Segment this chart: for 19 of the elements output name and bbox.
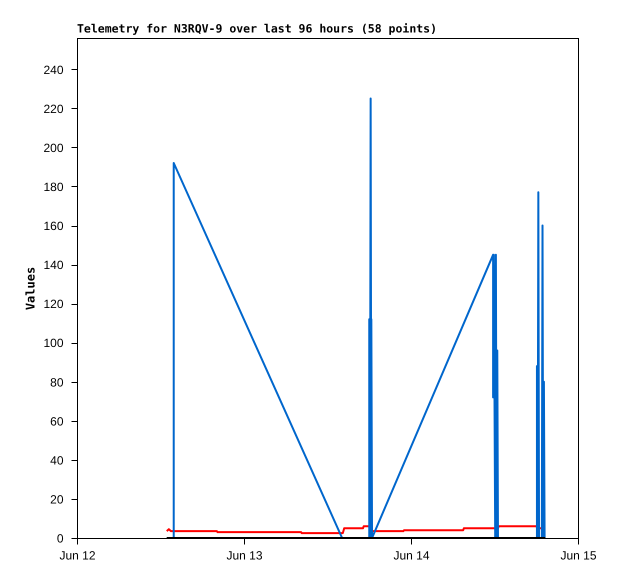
- y-tick-label: 180: [43, 180, 64, 194]
- y-tick-label: 60: [50, 414, 64, 428]
- y-tick-label: 160: [43, 219, 64, 233]
- y-tick-label: 120: [43, 297, 64, 312]
- x-tick-label: Jun 13: [226, 548, 263, 562]
- y-tick-label: 100: [43, 336, 64, 350]
- chart-title: Telemetry for N3RQV-9 over last 96 hours (58 points): [77, 22, 438, 36]
- y-tick-label: 140: [43, 258, 64, 272]
- y-tick-label: 20: [50, 492, 64, 506]
- y-tick-label: 240: [43, 62, 64, 77]
- x-tick-label: Jun 12: [59, 548, 96, 562]
- x-tick-label: Jun 14: [393, 548, 430, 562]
- y-tick-label: 0: [56, 532, 64, 546]
- y-axis-title: Values: [23, 266, 38, 310]
- y-tick-label: 220: [43, 102, 64, 116]
- y-tick-label: 40: [50, 453, 64, 468]
- y-tick-label: 80: [50, 375, 64, 390]
- x-tick-label: Jun 15: [560, 548, 597, 562]
- y-tick-label: 200: [43, 140, 64, 155]
